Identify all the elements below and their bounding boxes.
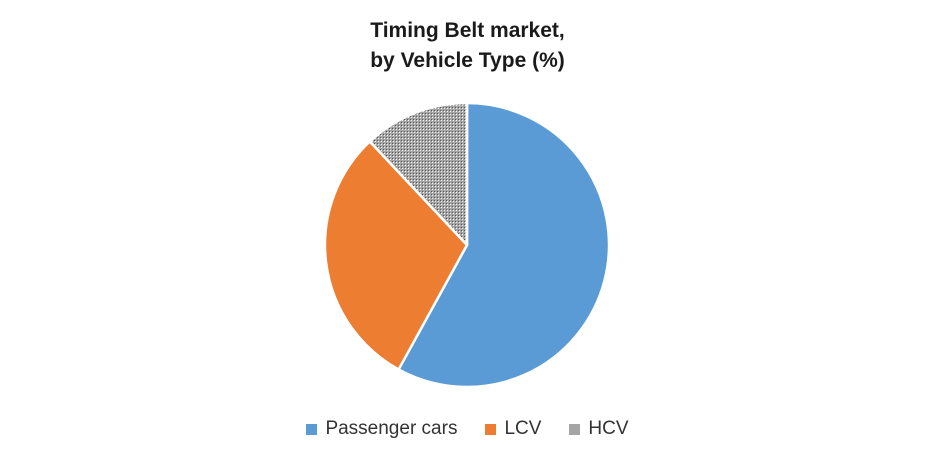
legend-label-lcv: LCV xyxy=(504,418,542,439)
legend-entry-hcv: HCV xyxy=(569,418,629,440)
pie-slice-lcv xyxy=(323,140,469,371)
legend: Passenger cars LCV HCV xyxy=(0,418,935,440)
legend-entry-passenger-cars: Passenger cars xyxy=(306,418,457,440)
legend-entry-lcv: LCV xyxy=(485,418,541,440)
legend-label-passenger-cars: Passenger cars xyxy=(325,418,458,439)
chart-title-line-2: by Vehicle Type (%) xyxy=(370,49,565,72)
pie-slice-passenger-cars xyxy=(397,101,611,389)
chart-title: Timing Belt market, by Vehicle Type (%) xyxy=(0,16,935,76)
legend-label-hcv: HCV xyxy=(588,418,629,439)
legend-swatch-hcv xyxy=(569,423,581,435)
pie-slices xyxy=(323,101,611,389)
legend-swatch-lcv xyxy=(485,423,497,435)
chart-title-line-1: Timing Belt market, xyxy=(370,19,565,42)
pie-slice-hcv xyxy=(368,101,469,247)
legend-swatch-passenger-cars xyxy=(306,423,318,435)
